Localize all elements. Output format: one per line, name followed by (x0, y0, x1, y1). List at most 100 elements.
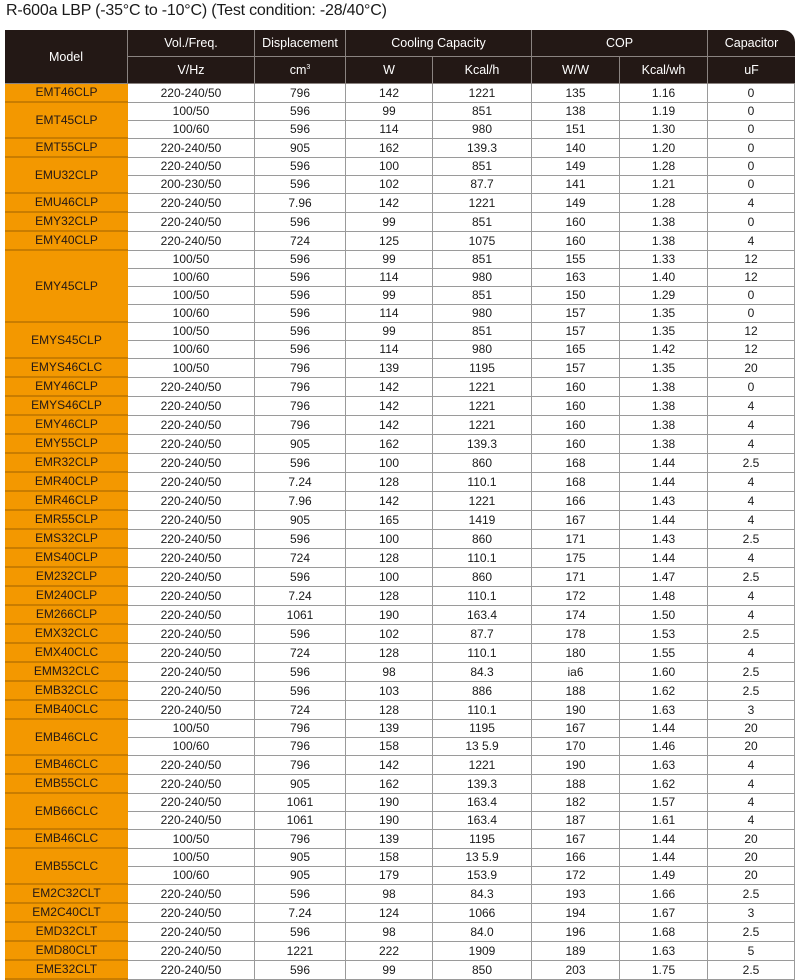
model-cell: EMB32CLC (5, 682, 128, 701)
cell-cop-ww: 180 (532, 644, 620, 663)
cell-cop-kcalwh: 1.48 (620, 587, 708, 606)
cell-displacement: 1061 (255, 794, 346, 812)
cell-displacement: 796 (255, 397, 346, 416)
cell-cop-ww: 163 (532, 269, 620, 287)
cell-cop-ww: 155 (532, 251, 620, 269)
cell-displacement: 905 (255, 867, 346, 885)
cell-cop-ww: 168 (532, 454, 620, 473)
cell-cooling-w: 114 (346, 121, 433, 139)
table-row: EMT55CLP 220-240/50 905 162 139.3 140 1.20 0 (5, 139, 795, 158)
table-row: EMY32CLP 220-240/50 596 99 851 160 1.38 0 (5, 213, 795, 232)
cell-capacitor-uf: 12 (708, 251, 795, 269)
cell-cop-ww: 171 (532, 568, 620, 587)
cell-displacement: 796 (255, 84, 346, 103)
header-vol-freq: Vol./Freq. (128, 30, 255, 57)
cell-cop-kcalwh: 1.38 (620, 397, 708, 416)
cell-capacitor-uf: 20 (708, 849, 795, 867)
cell-cooling-kcalh: 1221 (433, 194, 532, 213)
cell-cooling-kcalh: 110.1 (433, 549, 532, 568)
unit-w: W (346, 57, 433, 84)
table-row: EMU46CLP 220-240/50 7.96 142 1221 149 1.28 4 (5, 194, 795, 213)
model-cell: EMS32CLP (5, 530, 128, 549)
cell-cooling-kcalh: 139.3 (433, 435, 532, 454)
table-row: EMY55CLP 220-240/50 905 162 139.3 160 1.38 4 (5, 435, 795, 454)
cell-cooling-w: 102 (346, 176, 433, 194)
cell-cooling-kcalh: 886 (433, 682, 532, 701)
cell-vol-freq: 220-240/50 (128, 904, 255, 923)
table-row: EMB46CLC 100/50 796 139 1195 167 1.44 20 (5, 720, 795, 756)
header-model: Model (5, 30, 128, 84)
cell-cooling-w: 100 (346, 158, 433, 176)
header-cooling-capacity: Cooling Capacity (346, 30, 532, 57)
cell-cop-ww: 151 (532, 121, 620, 139)
cell-cop-kcalwh: 1.43 (620, 530, 708, 549)
cell-cooling-kcalh: 980 (433, 269, 532, 287)
cell-cooling-w: 114 (346, 305, 433, 323)
table-row: 100/50 596 99 851 150 1.29 0 (5, 287, 795, 305)
cell-vol-freq: 220-240/50 (128, 701, 255, 720)
cell-cooling-w: 190 (346, 606, 433, 625)
table-row: 100/60 905 179 153.9 172 1.49 20 (5, 867, 795, 885)
cell-cop-ww: 175 (532, 549, 620, 568)
cell-cooling-kcalh: 980 (433, 121, 532, 139)
cell-cooling-kcalh: 851 (433, 213, 532, 232)
cell-cooling-kcalh: 1221 (433, 397, 532, 416)
cell-vol-freq: 100/50 (128, 287, 255, 305)
cell-cooling-kcalh: 851 (433, 103, 532, 121)
table-row: EMR32CLP 220-240/50 596 100 860 168 1.44 2.5 (5, 454, 795, 473)
cell-displacement: 596 (255, 269, 346, 287)
cell-cop-kcalwh: 1.44 (620, 473, 708, 492)
cell-capacitor-uf: 12 (708, 323, 795, 341)
cell-cooling-w: 142 (346, 492, 433, 511)
cell-cop-kcalwh: 1.63 (620, 756, 708, 775)
cell-vol-freq: 220-240/50 (128, 397, 255, 416)
cell-cooling-w: 142 (346, 756, 433, 775)
cell-cop-kcalwh: 1.19 (620, 103, 708, 121)
cell-cop-kcalwh: 1.35 (620, 323, 708, 341)
model-cell: EMB55CLC (5, 775, 128, 794)
cell-displacement: 596 (255, 923, 346, 942)
cell-displacement: 596 (255, 625, 346, 644)
cell-cooling-kcalh: 153.9 (433, 867, 532, 885)
cell-vol-freq: 220-240/50 (128, 587, 255, 606)
spec-table: Model Vol./Freq. Displacement Cooling Ca… (5, 30, 795, 980)
cell-cop-ww: 135 (532, 84, 620, 103)
table-row: EMY45CLP 100/50 596 99 851 155 1.33 12 (5, 251, 795, 323)
cell-cop-kcalwh: 1.62 (620, 682, 708, 701)
cell-cop-ww: 168 (532, 473, 620, 492)
table-row: EMR40CLP 220-240/50 7.24 128 110.1 168 1.44 4 (5, 473, 795, 492)
cell-capacitor-uf: 2.5 (708, 885, 795, 904)
cell-cop-ww: 178 (532, 625, 620, 644)
model-cell: EMS40CLP (5, 549, 128, 568)
cell-cop-kcalwh: 1.28 (620, 194, 708, 213)
cell-cop-ww: 165 (532, 341, 620, 359)
cell-displacement: 596 (255, 885, 346, 904)
model-cell: EMT45CLP (5, 103, 128, 139)
cell-displacement: 796 (255, 416, 346, 435)
cell-cop-ww: 188 (532, 775, 620, 794)
cell-vol-freq: 220-240/50 (128, 492, 255, 511)
table-row: EMB55CLC 220-240/50 905 162 139.3 188 1.62 4 (5, 775, 795, 794)
table-row: EMB66CLC 220-240/50 1061 190 163.4 182 1.57 4 (5, 794, 795, 830)
cell-cop-kcalwh: 1.50 (620, 606, 708, 625)
cell-vol-freq: 100/50 (128, 359, 255, 378)
cell-capacitor-uf: 0 (708, 158, 795, 176)
cell-vol-freq: 220-240/50 (128, 139, 255, 158)
model-cell: EMYS46CLC (5, 359, 128, 378)
cell-vol-freq: 220-240/50 (128, 435, 255, 454)
cell-cooling-kcalh: 87.7 (433, 176, 532, 194)
cell-cooling-kcalh: 980 (433, 341, 532, 359)
cell-cop-ww: 171 (532, 530, 620, 549)
cell-cooling-w: 100 (346, 568, 433, 587)
cell-cop-ww: 140 (532, 139, 620, 158)
cell-capacitor-uf: 0 (708, 287, 795, 305)
cell-cop-kcalwh: 1.35 (620, 305, 708, 323)
cell-capacitor-uf: 4 (708, 416, 795, 435)
model-cell: EMB66CLC (5, 794, 128, 830)
cell-displacement: 7.24 (255, 473, 346, 492)
cell-cooling-kcalh: 139.3 (433, 139, 532, 158)
table-row: EMY40CLP 220-240/50 724 125 1075 160 1.38 4 (5, 232, 795, 251)
cell-cop-kcalwh: 1.29 (620, 287, 708, 305)
cell-cop-kcalwh: 1.46 (620, 738, 708, 756)
cell-cop-ww: 157 (532, 323, 620, 341)
